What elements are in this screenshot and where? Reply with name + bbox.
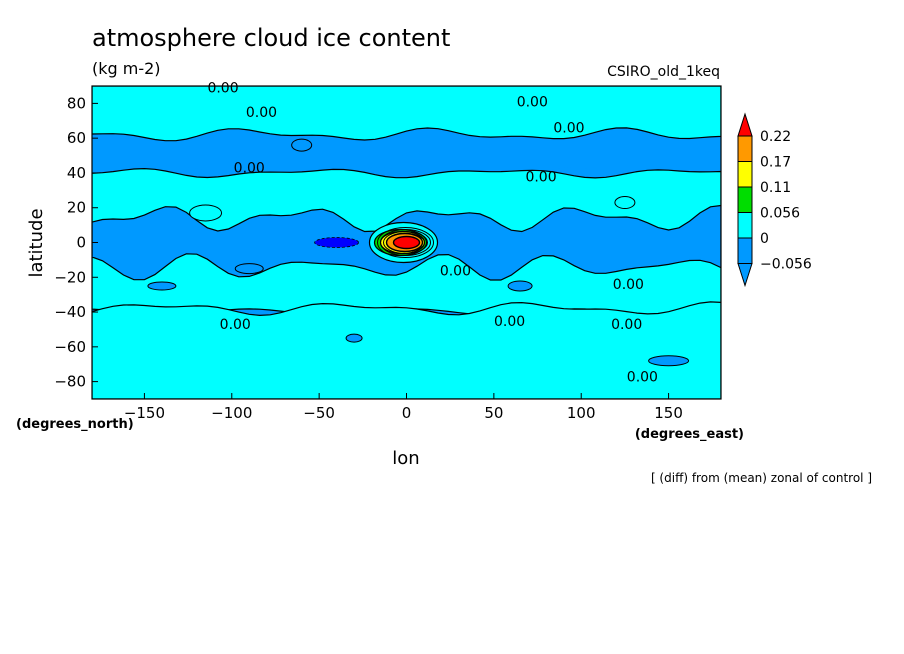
- contour-island: [648, 355, 690, 367]
- contour-island: [345, 333, 363, 343]
- colorbar-level-label: 0: [760, 231, 769, 247]
- contour-label: 0.00: [611, 317, 642, 333]
- anomaly-contour-line: [383, 231, 428, 254]
- colorbar-segment: [737, 186, 753, 213]
- contour-label: 0.00: [494, 314, 525, 330]
- colorbar-segment: [737, 212, 753, 239]
- x-tick-label: −100: [211, 404, 252, 422]
- contour-label: 0.00: [525, 169, 556, 185]
- contour-island: [614, 196, 636, 210]
- contour-label: 0.00: [613, 277, 644, 293]
- model-label: CSIRO_old_1keq: [607, 64, 720, 80]
- contour-island: [234, 263, 264, 275]
- colorbar-level-label: 0.22: [760, 129, 791, 145]
- contour-label: 0.00: [627, 369, 658, 385]
- contour-label: 0.00: [220, 317, 251, 333]
- x-tick-label: 50: [484, 404, 503, 422]
- x-tick-label: 0: [402, 404, 412, 422]
- y-tick-label: −20: [54, 268, 86, 286]
- colorbar-segment: [737, 135, 753, 162]
- x-units-label: (degrees_east): [635, 427, 744, 442]
- plot-area: 0.00 0.00 0.00 0.00 0.00 0.00 0.00 0.00 0.00 0.00…: [91, 81, 722, 400]
- north-midlat-field: [92, 167, 721, 178]
- contour-island: [189, 204, 223, 222]
- contour-label: 0.00: [440, 263, 471, 279]
- contour-label: 0.00: [246, 105, 277, 121]
- x-tick-label: 150: [654, 404, 683, 422]
- x-tick-label: −150: [124, 404, 165, 422]
- contour-island: [291, 138, 313, 152]
- y-tick-label: 0: [76, 234, 86, 252]
- colorbar-segment: [737, 161, 753, 188]
- colorbar-level-label: 0.056: [760, 206, 800, 222]
- anomaly-contour-line: [377, 227, 434, 258]
- colorbar-min-arrow: [737, 263, 753, 288]
- colorbar-level-label: 0.17: [760, 155, 791, 171]
- anomaly-contour-line: [380, 229, 431, 256]
- y-tick-label: 80: [67, 94, 86, 112]
- y-tick-label: 40: [67, 164, 86, 182]
- colorbar-level-label: −0.056: [760, 257, 812, 273]
- colorbar-segment: [737, 237, 753, 264]
- y-tick-label: −80: [54, 373, 86, 391]
- colorbar-level-label: 0.11: [760, 180, 791, 196]
- y-tick-label: 60: [67, 129, 86, 147]
- y-tick-label: 20: [67, 199, 86, 217]
- x-tick-label: 100: [567, 404, 596, 422]
- north-polar-field: [92, 86, 721, 142]
- negative-anomaly-patch: [314, 237, 360, 248]
- colorbar: 0.22 0.17 0.11 0.056 0 −0.056: [737, 112, 812, 288]
- contour-island: [507, 280, 533, 292]
- contour-label: 0.00: [553, 121, 584, 137]
- south-polar-field: [92, 301, 721, 399]
- x-tick-label: −50: [303, 404, 335, 422]
- anomaly-contour-line: [386, 233, 425, 252]
- contour-label: 0.00: [234, 161, 265, 177]
- chart-units: (kg m-2): [92, 59, 161, 78]
- x-axis-label: lon: [392, 448, 419, 469]
- contour-island: [147, 281, 177, 291]
- y-units-label: (degrees_north): [16, 417, 134, 432]
- contour-label: 0.00: [517, 95, 548, 111]
- chart-title: atmosphere cloud ice content: [92, 24, 450, 52]
- y-tick-label: −40: [54, 303, 86, 321]
- contour-label: 0.00: [207, 81, 238, 97]
- y-axis-label: latitude: [26, 208, 47, 277]
- anomaly-core-red: [392, 235, 421, 250]
- colorbar-max-arrow: [737, 112, 753, 137]
- comparison-note: [ (diff) from (mean) zonal of control ]: [651, 471, 872, 485]
- y-tick-label: −60: [54, 338, 86, 356]
